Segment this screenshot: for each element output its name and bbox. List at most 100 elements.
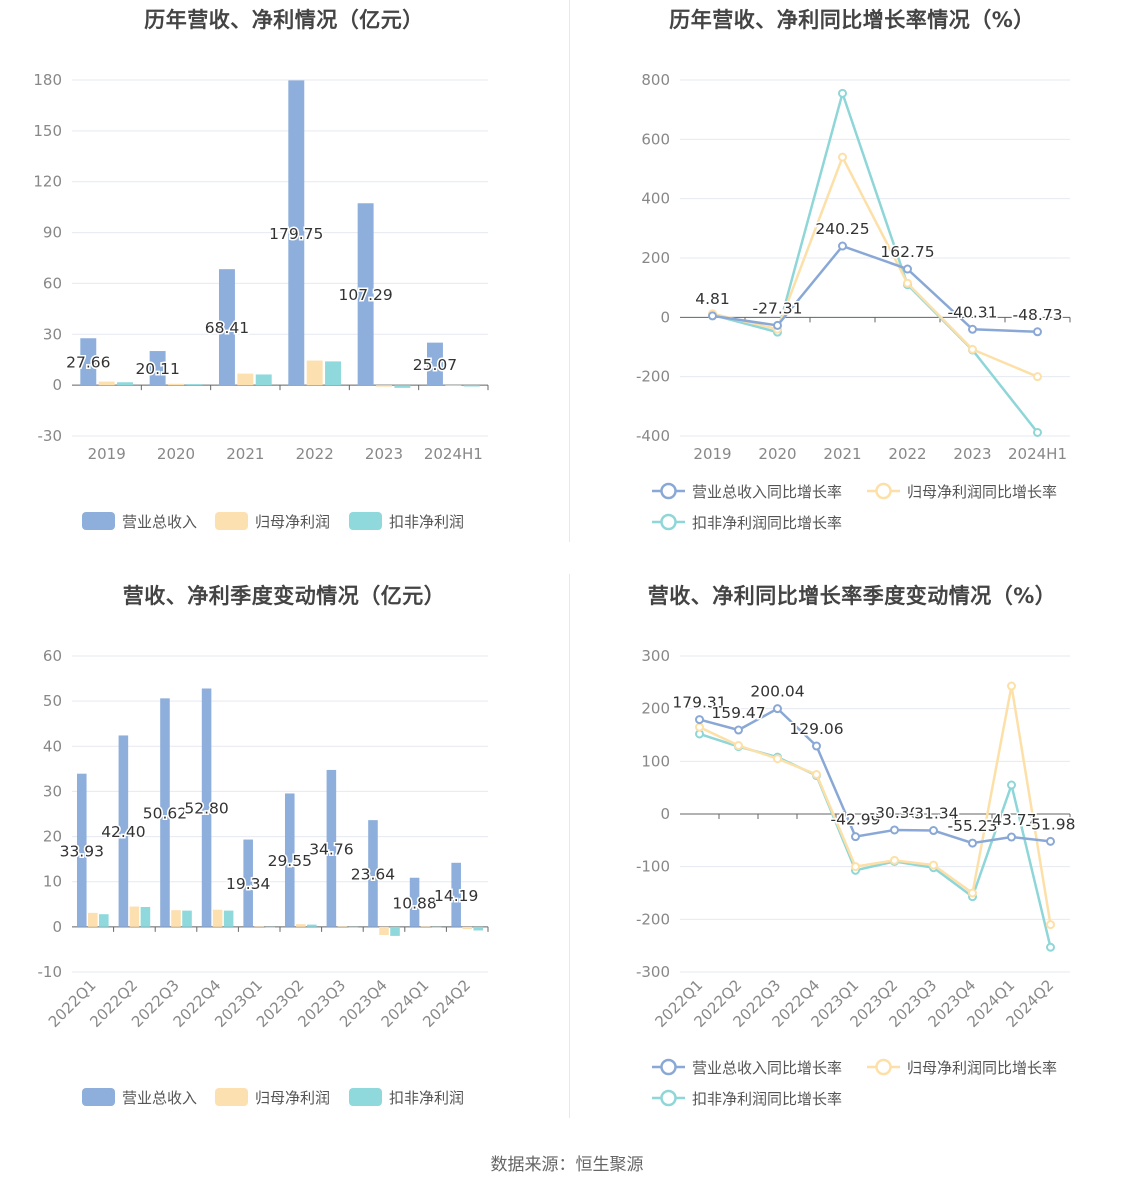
bar — [98, 381, 115, 386]
data-point — [903, 278, 912, 288]
legend-swatch — [349, 512, 382, 530]
y-tick-label: 400 — [641, 190, 670, 208]
y-tick-label: 200 — [641, 700, 670, 718]
data-label: 159.47 — [711, 704, 765, 722]
x-tick-label: 2022 — [296, 445, 334, 463]
data-label: -31.34 — [909, 805, 959, 823]
legend-marker — [875, 482, 892, 500]
data-label: 200.04 — [750, 683, 804, 701]
bar — [223, 910, 234, 927]
data-point — [1033, 427, 1042, 437]
data-point — [1046, 942, 1055, 952]
legend-marker — [875, 1058, 892, 1076]
data-label: -48.73 — [1013, 306, 1063, 324]
data-point — [773, 704, 782, 714]
bar — [409, 877, 420, 927]
data-point — [773, 320, 782, 330]
annual-growth-panel: 历年营收、净利同比增长率情况（%） -400 -200 0 200 400 600 800 2… — [570, 0, 1134, 550]
bar — [463, 385, 480, 387]
bar — [368, 820, 378, 927]
data-point — [734, 741, 743, 751]
data-label: 23.64 — [351, 865, 395, 883]
y-tick-label: 60 — [43, 647, 62, 665]
y-tick-label: 30 — [43, 325, 62, 343]
y-tick-label: 20 — [43, 828, 62, 846]
data-label: 50.62 — [143, 805, 187, 823]
y-tick-label: -30 — [38, 427, 63, 445]
bar — [201, 688, 212, 927]
bar — [296, 924, 306, 927]
legend-swatch — [82, 512, 115, 530]
data-label: 20.11 — [135, 360, 179, 378]
bar — [307, 924, 317, 927]
data-point — [890, 825, 899, 835]
data-label: 179.75 — [269, 225, 323, 243]
x-tick-label: 2023 — [953, 445, 991, 463]
x-tick-label: 2019 — [88, 445, 126, 463]
y-tick-label: 600 — [641, 130, 670, 148]
data-label: 129.06 — [789, 720, 843, 738]
data-point — [773, 754, 782, 764]
data-point — [734, 725, 743, 735]
y-tick-label: -100 — [636, 858, 670, 876]
bar — [171, 910, 181, 927]
legend-label: 归母净利润同比增长率 — [907, 1059, 1057, 1077]
bar — [337, 926, 348, 927]
y-tick-label: -200 — [636, 368, 670, 386]
data-label: 179.31 — [672, 694, 726, 712]
bar — [420, 926, 431, 927]
y-tick-label: 0 — [660, 308, 670, 326]
y-tick-label: 180 — [33, 71, 62, 89]
data-label: 68.41 — [205, 319, 249, 337]
data-point — [1007, 780, 1016, 790]
legend-label: 营业总收入同比增长率 — [692, 1059, 842, 1077]
legend-label: 营业总收入同比增长率 — [692, 483, 842, 501]
bar — [118, 735, 129, 927]
x-tick-label: 2021 — [226, 445, 264, 463]
data-point — [1046, 836, 1055, 846]
legend-swatch — [82, 1088, 115, 1106]
vertical-divider-bottom — [569, 574, 570, 1118]
annual-amounts-chart: -30 0 30 60 90 120 150 180 2019 2020 2021 2022 2023 2… — [33, 71, 489, 531]
series-line — [712, 89, 1039, 434]
data-label: 25.07 — [413, 356, 457, 374]
data-point — [968, 344, 977, 354]
data-label: 4.81 — [695, 290, 730, 308]
series-line — [699, 707, 1051, 845]
y-tick-label: -200 — [636, 910, 670, 928]
legend-marker — [660, 482, 677, 500]
data-label: 107.29 — [339, 286, 393, 304]
bar — [255, 374, 272, 386]
bar — [348, 926, 359, 928]
data-label: 162.75 — [880, 243, 934, 261]
data-point — [1007, 681, 1016, 691]
y-tick-label: 120 — [33, 173, 62, 191]
data-label: 10.88 — [392, 894, 436, 912]
bar — [394, 385, 411, 388]
data-point — [695, 715, 704, 725]
data-point — [968, 324, 977, 334]
y-tick-label: 100 — [641, 752, 670, 770]
legend-label: 扣非净利润同比增长率 — [692, 514, 842, 532]
y-tick-label: -300 — [636, 963, 670, 981]
data-label: -55.23 — [948, 817, 998, 835]
bar — [88, 912, 98, 927]
y-tick-label: 200 — [641, 249, 670, 267]
data-point — [929, 826, 938, 836]
series-line — [699, 732, 1052, 948]
bar — [186, 384, 203, 386]
legend-label: 扣非净利润 — [389, 1089, 464, 1107]
bar — [390, 926, 400, 936]
legend-label: 营业总收入 — [122, 513, 197, 531]
y-tick-label: 10 — [43, 873, 62, 891]
chart-title: 历年营收、净利情况（亿元） — [144, 8, 424, 32]
data-point — [838, 88, 847, 98]
bar — [254, 926, 264, 927]
bar — [117, 382, 134, 386]
data-point — [968, 838, 977, 848]
x-tick-label: 2024H1 — [424, 445, 483, 463]
x-tick-label: 2023 — [365, 445, 403, 463]
chart-title: 营收、净利季度变动情况（亿元） — [122, 584, 446, 608]
y-tick-label: 300 — [641, 647, 670, 665]
series-line — [698, 685, 1052, 925]
